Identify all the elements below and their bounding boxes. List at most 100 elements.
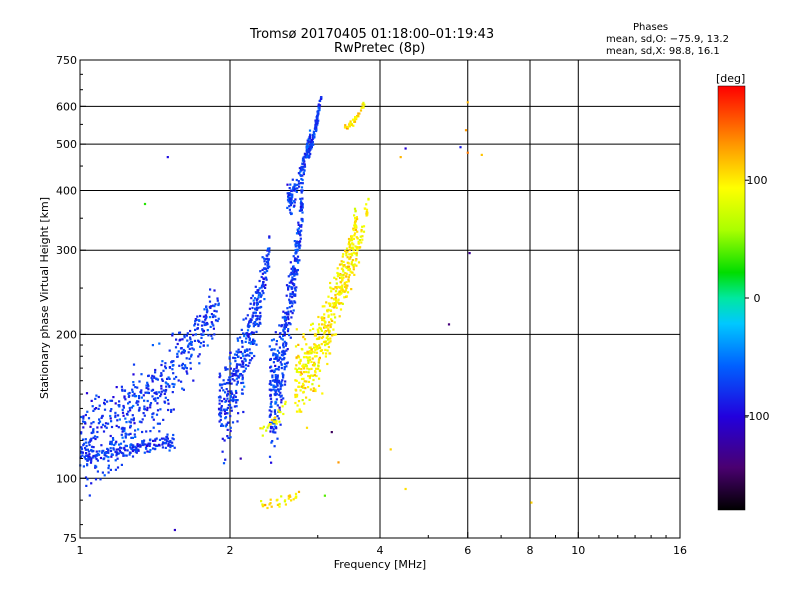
echo-point: [197, 323, 200, 326]
echo-point: [87, 441, 90, 444]
echo-point: [224, 412, 227, 415]
echo-point: [281, 372, 284, 375]
echo-point: [284, 400, 287, 403]
echo-point: [289, 183, 292, 186]
echo-point: [303, 163, 306, 166]
echo-point: [354, 252, 357, 255]
echo-point: [334, 302, 337, 305]
echo-point: [221, 437, 224, 440]
echo-point: [97, 395, 100, 399]
echo-point: [319, 97, 323, 100]
echo-point: [282, 349, 285, 352]
echo-point: [327, 324, 330, 327]
echo-point: [274, 391, 277, 394]
echo-point: [217, 302, 220, 305]
echo-point: [267, 258, 270, 261]
echo-point: [324, 325, 327, 329]
echo-point: [347, 276, 350, 279]
echo-point: [192, 334, 195, 337]
echo-point: [288, 334, 291, 337]
echo-point: [351, 118, 355, 121]
echo-point: [126, 449, 129, 452]
echo-point: [146, 444, 149, 447]
echo-point: [114, 415, 117, 419]
echo-point: [254, 314, 257, 317]
echo-point: [272, 430, 275, 433]
echo-point: [301, 189, 304, 192]
echo-point: [269, 425, 273, 428]
echo-point: [92, 446, 95, 449]
echo-point: [109, 440, 112, 443]
echo-point: [134, 435, 137, 438]
echo-point: [162, 369, 165, 372]
echo-point: [327, 329, 330, 332]
echo-point: [330, 290, 333, 293]
echo-point: [154, 392, 157, 395]
echo-point: [241, 388, 244, 391]
echo-point: [244, 367, 247, 370]
echo-point: [363, 207, 366, 210]
echo-point: [132, 444, 135, 447]
echo-point: [356, 230, 359, 233]
echo-point: [186, 332, 189, 335]
echo-point: [276, 376, 279, 379]
echo-point: [308, 398, 311, 401]
echo-point: [303, 367, 306, 370]
echo-point: [292, 309, 295, 312]
echo-point: [243, 385, 246, 388]
echo-points: [79, 96, 533, 532]
echo-point: [273, 410, 276, 413]
echo-point: [315, 374, 318, 378]
echo-point: [363, 103, 366, 106]
echo-point: [235, 366, 238, 369]
echo-point: [317, 364, 320, 367]
echo-point: [213, 333, 216, 336]
echo-point: [276, 498, 279, 501]
echo-point: [269, 397, 272, 400]
echo-point: [262, 425, 265, 428]
echo-point: [298, 182, 301, 185]
echo-point: [300, 182, 303, 185]
echo-point: [114, 411, 117, 414]
echo-point: [235, 363, 239, 366]
echo-point: [273, 348, 276, 351]
echo-point: [114, 459, 117, 462]
echo-point: [298, 231, 301, 234]
echo-point: [303, 169, 306, 172]
echo-point: [350, 123, 354, 126]
echo-point: [332, 297, 336, 301]
echo-point: [258, 279, 261, 283]
echo-point: [208, 295, 211, 298]
echo-point: [92, 436, 95, 439]
echo-point: [269, 423, 272, 426]
echo-point: [286, 192, 289, 195]
echo-point: [315, 351, 319, 354]
echo-point: [305, 145, 309, 148]
echo-point: [277, 368, 280, 371]
echo-point: [262, 285, 265, 288]
echo-point: [344, 249, 347, 253]
echo-point: [160, 384, 163, 388]
echo-point: [180, 380, 183, 383]
echo-point: [182, 367, 185, 370]
echo-point: [84, 454, 87, 457]
echo-point: [342, 273, 345, 276]
echo-point: [326, 349, 329, 352]
echo-point: [277, 381, 280, 384]
echo-point: [300, 202, 303, 205]
echo-point: [84, 441, 87, 444]
echo-point: [175, 338, 178, 341]
echo-point: [228, 379, 232, 382]
echo-point: [353, 263, 356, 266]
echo-point: [167, 444, 170, 447]
echo-point: [92, 454, 95, 458]
echo-point: [160, 374, 163, 377]
echo-point: [343, 126, 347, 129]
echo-point: [254, 285, 257, 288]
echo-point: [276, 437, 279, 440]
echo-point: [253, 297, 257, 300]
echo-point: [278, 420, 281, 423]
echo-point: [354, 228, 357, 232]
echo-point: [287, 313, 290, 316]
